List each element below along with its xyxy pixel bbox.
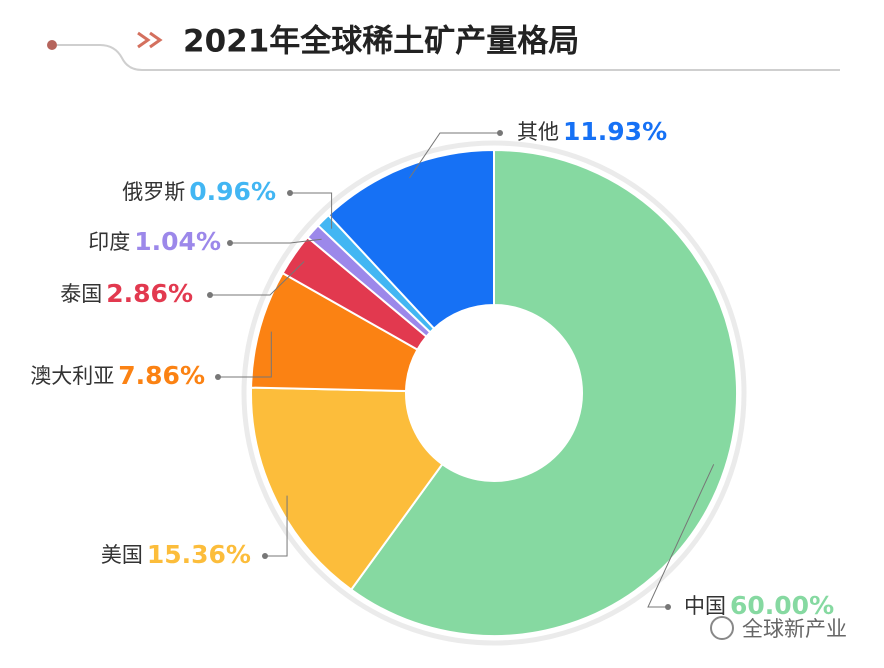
leader-dot — [227, 240, 233, 246]
slice — [250, 386, 444, 592]
slice-label: 泰国 2.86% — [60, 279, 193, 308]
leader-line — [647, 464, 715, 608]
leader-dot — [207, 292, 213, 298]
category-label: 俄罗斯 — [122, 180, 185, 204]
value-label: 1.04% — [134, 227, 221, 256]
slice-label: 中国 60.00% — [684, 591, 834, 620]
value-label: 2.86% — [106, 279, 193, 308]
slice-label: 其他 11.93% — [517, 117, 667, 146]
header-arrows — [137, 31, 163, 49]
value-label: 11.93% — [563, 117, 667, 146]
chart-title: 2021年全球稀土矿产量格局 — [183, 24, 579, 60]
slice — [327, 148, 495, 330]
slice — [349, 148, 738, 637]
leader-dot — [262, 553, 268, 559]
leader-line — [265, 495, 288, 557]
outer-ring — [241, 140, 747, 646]
leader-line — [409, 132, 500, 179]
value-label: 15.36% — [147, 540, 251, 569]
slice-label: 俄罗斯 0.96% — [122, 177, 276, 206]
header-dot — [47, 40, 57, 50]
category-label: 美国 — [101, 543, 143, 567]
leader-line — [218, 331, 272, 378]
category-label: 澳大利亚 — [30, 364, 114, 388]
watermark-icon — [710, 616, 734, 640]
leader-dot — [215, 374, 221, 380]
slices — [250, 148, 738, 637]
leader-line — [230, 238, 322, 244]
slice-label: 印度 1.04% — [88, 227, 221, 256]
watermark-text: 全球新产业 — [742, 617, 847, 641]
leader-line — [290, 192, 333, 229]
leader-line — [210, 261, 305, 296]
slice-label: 美国 15.36% — [101, 540, 251, 569]
leader-dot — [287, 190, 293, 196]
value-label: 7.86% — [118, 361, 205, 390]
value-label: 0.96% — [189, 177, 276, 206]
value-label: 60.00% — [730, 591, 834, 620]
category-label: 中国 — [684, 594, 726, 618]
leader-dot — [665, 604, 671, 610]
category-label: 其他 — [517, 120, 559, 144]
header-line — [57, 44, 840, 71]
slice-label: 澳大利亚 7.86% — [30, 361, 205, 390]
category-label: 印度 — [88, 230, 130, 254]
leader-dot — [497, 130, 503, 136]
labels: 中国 60.00% 美国 15.36% 澳大利亚 7.86% 泰国 2.86% 印度 1.04% 俄… — [30, 117, 834, 620]
watermark: 全球新产业 — [710, 616, 847, 641]
category-label: 泰国 — [60, 282, 102, 306]
donut-hole — [407, 306, 581, 480]
